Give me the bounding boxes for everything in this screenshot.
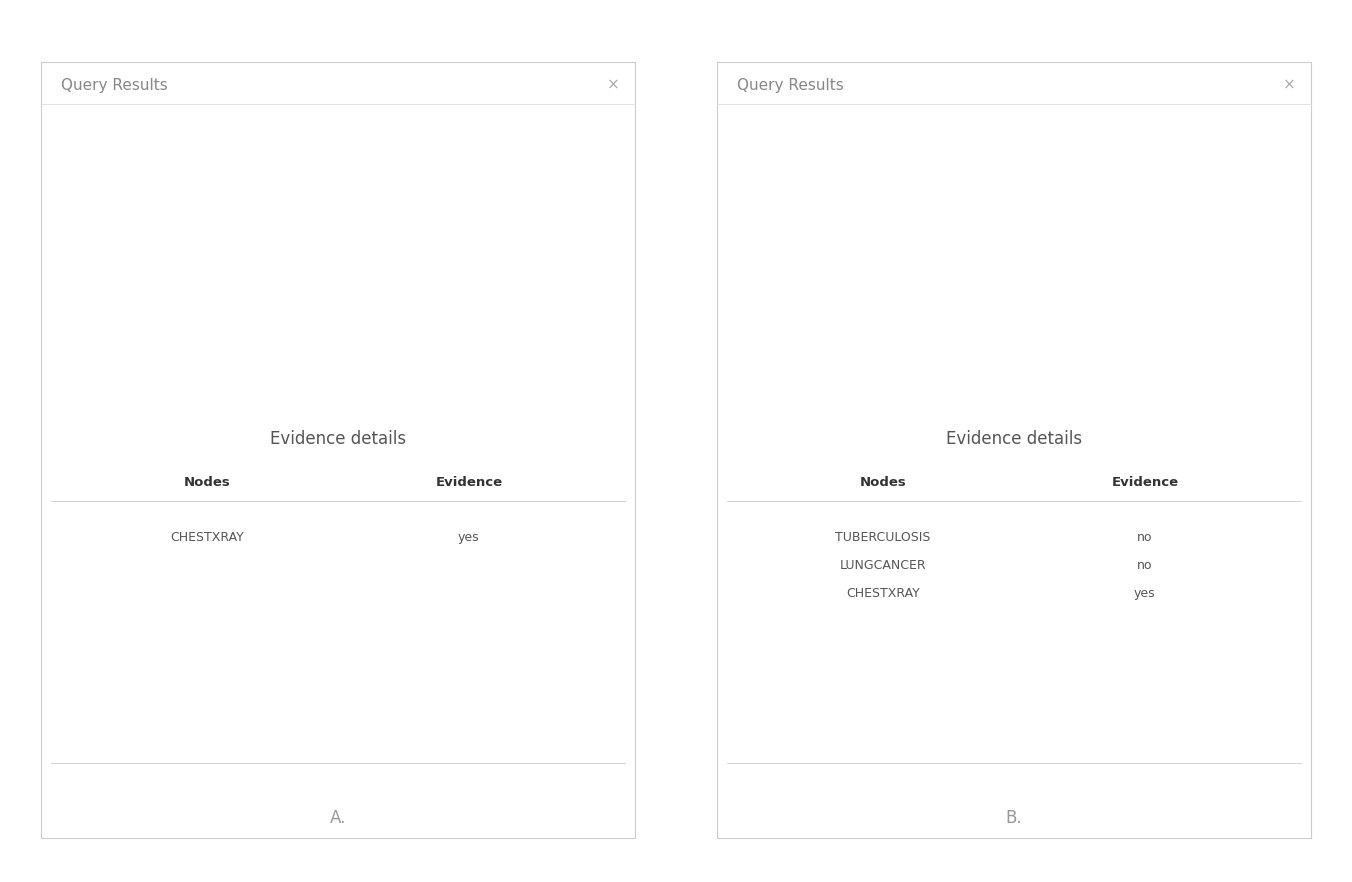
Bar <box>518 203 595 408</box>
Title: P( DYSPNOEA | EVIDENCE ): P( DYSPNOEA | EVIDENCE ) <box>1052 95 1274 112</box>
Text: B.: B. <box>1006 810 1022 827</box>
Text: yes: yes <box>1134 587 1156 601</box>
Bar <box>896 273 973 408</box>
Title: P( DYSPNOEA ): P( DYSPNOEA ) <box>127 95 251 110</box>
Text: ×: × <box>1283 78 1295 93</box>
Text: no: no <box>1137 559 1153 572</box>
FancyBboxPatch shape <box>307 770 369 791</box>
Text: TUBERCULOSIS: TUBERCULOSIS <box>836 531 930 544</box>
Text: LUNGCANCER: LUNGCANCER <box>840 559 926 572</box>
Bar <box>1194 288 1271 408</box>
Text: A.: A. <box>330 810 346 827</box>
Text: yes: yes <box>458 531 480 544</box>
Bar <box>1055 238 1132 408</box>
Text: Close: Close <box>998 774 1030 787</box>
Text: Evidence details: Evidence details <box>270 430 406 448</box>
Bar <box>757 252 834 408</box>
Text: CHESTXRAY: CHESTXRAY <box>170 531 243 544</box>
Bar <box>379 323 456 408</box>
Text: Query Results: Query Results <box>737 78 844 93</box>
Text: Nodes: Nodes <box>184 476 230 490</box>
Text: Query Results: Query Results <box>61 78 168 93</box>
Title: P( DYSPNOEA | EVIDENCE ): P( DYSPNOEA | EVIDENCE ) <box>376 95 598 112</box>
Bar <box>81 260 158 408</box>
Bar <box>220 265 297 408</box>
FancyBboxPatch shape <box>983 770 1045 791</box>
Text: Close: Close <box>322 774 354 787</box>
Text: Evidence: Evidence <box>1111 476 1179 490</box>
Text: Nodes: Nodes <box>860 476 906 490</box>
Title: P( DYSPNOEA ): P( DYSPNOEA ) <box>803 95 927 110</box>
Text: Evidence: Evidence <box>435 476 503 490</box>
Text: ×: × <box>607 78 619 93</box>
Text: Evidence details: Evidence details <box>946 430 1082 448</box>
Text: CHESTXRAY: CHESTXRAY <box>846 587 919 601</box>
Text: no: no <box>1137 531 1153 544</box>
